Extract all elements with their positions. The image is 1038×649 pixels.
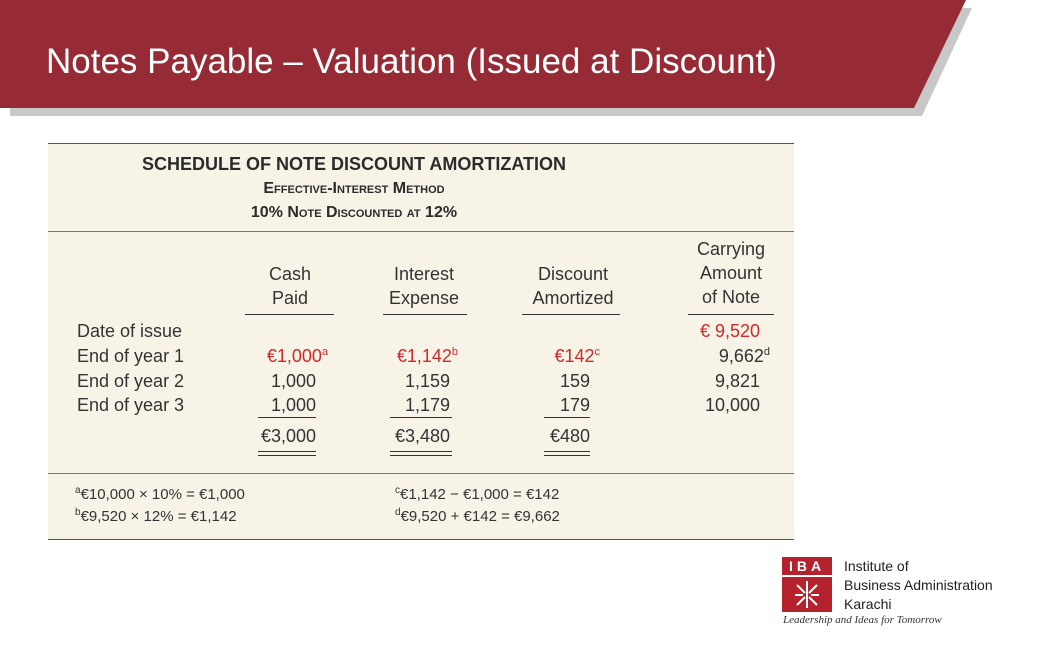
row-label: End of year 1 (77, 346, 185, 366)
carrying-cell: € 9,520 (699, 321, 760, 341)
logo-text-line1: Institute of (844, 558, 909, 574)
carrying-cell: 10,000 (704, 395, 760, 415)
sum-rule (258, 417, 316, 418)
schedule-subtitle: 10% Note Discounted at 12% (250, 204, 458, 221)
double-rule (390, 451, 452, 452)
footnote-d: d€9,520 + €142 = €9,662 (395, 507, 560, 526)
col-header-carrying: Carrying Amount of Note (696, 239, 766, 307)
logo-text-line3: Karachi (844, 596, 892, 612)
logo-text-line2: Business Administration (844, 577, 993, 593)
double-rule (544, 455, 590, 456)
header-banner (0, 0, 966, 108)
total-interest: €3,480 (394, 426, 450, 446)
row-label: End of year 3 (77, 395, 185, 415)
double-rule (544, 451, 590, 452)
logo-tagline: Leadership and Ideas for Tomorrow (783, 614, 942, 626)
slide-title: Notes Payable – Valuation (Issued at Dis… (46, 42, 777, 81)
schedule-method: Effective-Interest Method (263, 180, 445, 197)
header-underline (688, 314, 774, 315)
double-rule (258, 451, 316, 452)
row-label: End of year 2 (77, 371, 185, 391)
divider (48, 231, 794, 232)
header-underline (383, 314, 467, 315)
interest-cell: 1,159 (404, 371, 450, 391)
discount-cell: 179 (559, 395, 590, 415)
iba-logo-icon: IBA (782, 557, 832, 612)
discount-cell: €142c (554, 346, 600, 366)
sum-rule (544, 417, 590, 418)
total-discount: €480 (549, 426, 590, 446)
carrying-cell: 9,662d (718, 346, 770, 366)
header-banner-shadow (0, 0, 972, 116)
interest-cell: €1,142b (396, 346, 458, 366)
divider (48, 473, 794, 474)
header-underline (245, 314, 334, 315)
footnote-b: b€9,520 × 12% = €1,142 (75, 507, 237, 526)
cash-cell: 1,000 (270, 395, 316, 415)
carrying-cell: 9,821 (714, 371, 760, 391)
double-rule (258, 455, 316, 456)
interest-cell: 1,179 (404, 395, 450, 415)
footnote-a: a€10,000 × 10% = €1,000 (75, 485, 245, 504)
sum-rule (390, 417, 452, 418)
col-header-cash: Cash Paid (268, 264, 312, 308)
cash-cell: €1,000a (266, 346, 328, 366)
row-label: Date of issue (77, 321, 183, 341)
schedule-title: SCHEDULE OF NOTE DISCOUNT AMORTIZATION (142, 154, 566, 174)
schedule-panel: SCHEDULE OF NOTE DISCOUNT AMORTIZATION E… (48, 143, 794, 540)
cash-cell: 1,000 (270, 371, 316, 391)
col-header-discount: Discount Amortized (532, 264, 614, 308)
header-underline (522, 314, 620, 315)
double-rule (390, 455, 452, 456)
footnote-c: c€1,142 − €1,000 = €142 (395, 485, 560, 504)
svg-text:IBA: IBA (789, 558, 825, 574)
discount-cell: 159 (559, 371, 590, 391)
col-header-interest: Interest Expense (388, 264, 460, 308)
total-cash: €3,000 (260, 426, 316, 446)
